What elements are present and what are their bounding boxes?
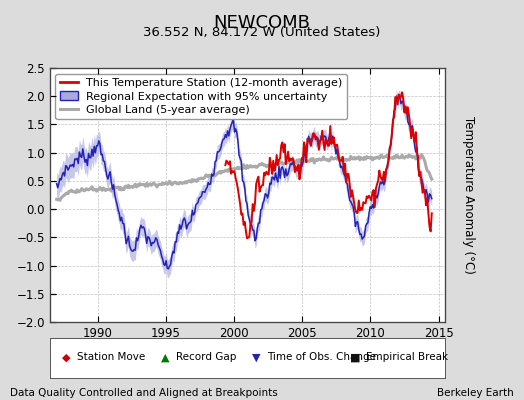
Text: ▲: ▲: [160, 352, 169, 362]
Text: NEWCOMB: NEWCOMB: [214, 14, 310, 32]
Text: ◆: ◆: [62, 352, 70, 362]
Text: Record Gap: Record Gap: [177, 352, 237, 362]
Text: ▼: ▼: [252, 352, 260, 362]
Legend: This Temperature Station (12-month average), Regional Expectation with 95% uncer: This Temperature Station (12-month avera…: [56, 74, 347, 119]
Text: Time of Obs. Change: Time of Obs. Change: [267, 352, 376, 362]
Text: Empirical Break: Empirical Break: [366, 352, 449, 362]
Text: Data Quality Controlled and Aligned at Breakpoints: Data Quality Controlled and Aligned at B…: [10, 388, 278, 398]
Text: Berkeley Earth: Berkeley Earth: [437, 388, 514, 398]
Text: Station Move: Station Move: [78, 352, 146, 362]
Text: ■: ■: [351, 352, 361, 362]
Y-axis label: Temperature Anomaly (°C): Temperature Anomaly (°C): [462, 116, 475, 274]
Text: 36.552 N, 84.172 W (United States): 36.552 N, 84.172 W (United States): [143, 26, 381, 39]
